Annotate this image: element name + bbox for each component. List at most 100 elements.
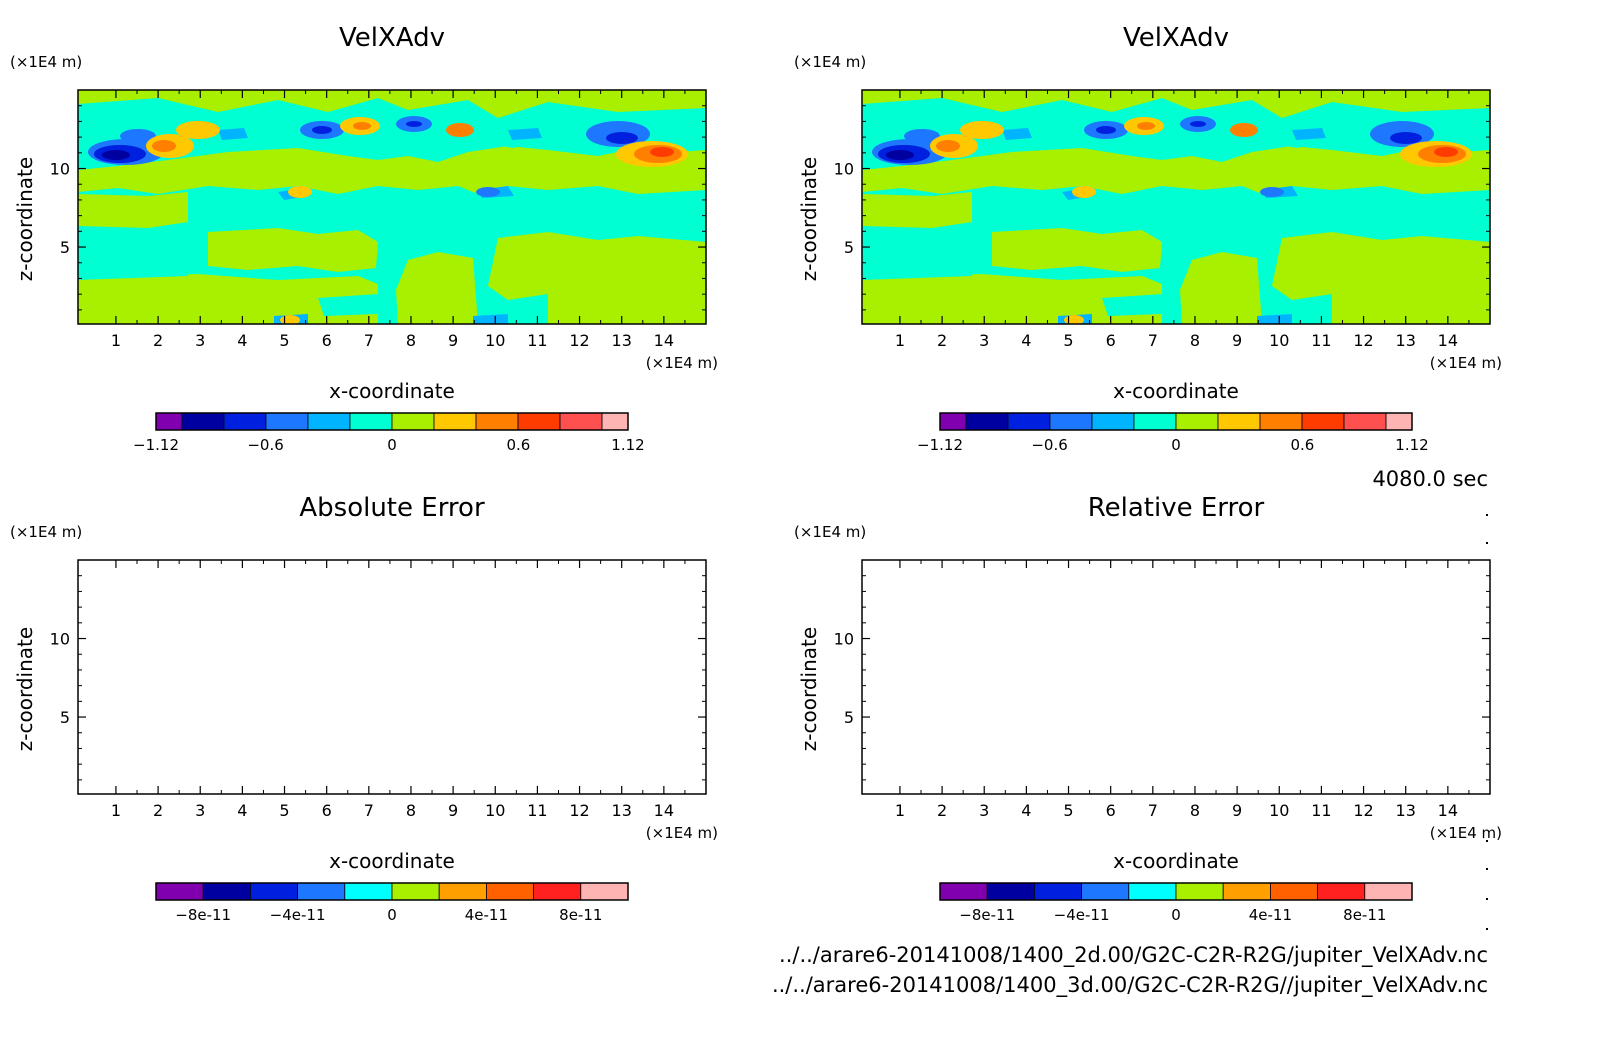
x-tick-label: 2: [937, 331, 947, 350]
colorbar-swatch: [965, 412, 1009, 431]
colorbar-frame: [155, 882, 629, 901]
colorbar-label: −4e-11: [270, 906, 326, 924]
chart-panel-3: Absolute Error(×1E4 m)1 2 3 4 5 6 7 8 9 10 11 12 13 1…: [10, 493, 718, 924]
colorbar-swatch: [155, 882, 204, 901]
x-tick-label: 11: [1311, 331, 1331, 350]
colorbar-frame: [155, 412, 629, 431]
x-tick-label: 11: [1311, 801, 1331, 820]
colorbar-label: −0.6: [247, 436, 283, 454]
colorbar-label: −8e-11: [959, 906, 1015, 924]
plot-frame: [77, 559, 707, 795]
x-unit-label: (×1E4 m): [1430, 824, 1502, 842]
chart-panel-2: VelXAdv(×1E4 m)1 2 3 4 5 6 7 8 9 10 11 12 13 14510(×1…: [794, 23, 1502, 454]
colorbar-swatch: [1364, 882, 1413, 901]
y-tick-label: 10: [834, 630, 854, 649]
x-tick-label: 2: [153, 331, 163, 350]
x-tick-label: 10: [1269, 801, 1289, 820]
x-tick-label: 14: [654, 801, 674, 820]
x-tick-label: 5: [1063, 801, 1073, 820]
x-tick-label: 7: [1148, 801, 1158, 820]
x-tick-label: 12: [569, 331, 589, 350]
colorbar-label: −4e-11: [1054, 906, 1110, 924]
x-tick-label: 14: [1438, 331, 1458, 350]
colorbar-swatch: [559, 412, 603, 431]
colorbar-swatch: [223, 412, 267, 431]
colorbar-label: 0: [1171, 436, 1181, 454]
heatmap-contours: [78, 90, 706, 324]
x-tick-label: 7: [364, 801, 374, 820]
colorbar-swatch: [1175, 882, 1224, 901]
x-tick-label: 3: [195, 331, 205, 350]
x-tick-label: 6: [322, 331, 332, 350]
x-tick-label: 2: [153, 801, 163, 820]
y-tick-label: 5: [844, 708, 854, 727]
chart-title: VelXAdv: [1123, 23, 1229, 53]
colorbar-label: −1.12: [133, 436, 179, 454]
x-tick-label: 13: [1396, 331, 1416, 350]
heatmap-field: [78, 90, 706, 324]
colorbar: −8e-11 −4e-11 0 4e-11 8e-11: [939, 882, 1413, 924]
colorbar-swatch: [1049, 412, 1093, 431]
x-tick-label: 2: [937, 801, 947, 820]
x-tick-label: 1: [895, 801, 905, 820]
x-tick-label: 4: [237, 331, 247, 350]
colorbar-swatch: [391, 412, 435, 431]
x-tick-label: 5: [279, 801, 289, 820]
y-axis-label: z-coordinate: [13, 157, 37, 281]
y-tick-label: 5: [60, 238, 70, 257]
colorbar: −8e-11 −4e-11 0 4e-11 8e-11: [155, 882, 629, 924]
colorbar-label: −8e-11: [175, 906, 231, 924]
plot-frame: [77, 89, 707, 325]
colorbar-swatch: [1301, 412, 1345, 431]
x-tick-label: 9: [1232, 801, 1242, 820]
colorbar-swatch: [1343, 412, 1387, 431]
colorbar-label: 0.6: [1290, 436, 1314, 454]
colorbar-swatch: [438, 882, 487, 901]
colorbar-swatch: [986, 882, 1035, 901]
y-axis-label: z-coordinate: [797, 157, 821, 281]
x-tick-label: 12: [1353, 801, 1373, 820]
x-tick-label: 1: [111, 331, 121, 350]
x-tick-label: 10: [485, 801, 505, 820]
x-tick-label: 9: [1232, 331, 1242, 350]
y-tick-label: 10: [50, 630, 70, 649]
colorbar-frame: [939, 882, 1413, 901]
colorbar-label: 0: [1171, 906, 1181, 924]
colorbar-swatch: [939, 882, 988, 901]
colorbar-label: 1.12: [611, 436, 644, 454]
colorbar-swatch: [485, 882, 534, 901]
plot-frame: [861, 89, 1491, 325]
x-tick-label: 13: [612, 331, 632, 350]
x-tick-label: 6: [1106, 801, 1116, 820]
colorbar-swatch: [1133, 412, 1177, 431]
colorbar-swatch: [265, 412, 309, 431]
colorbar-swatch: [1007, 412, 1051, 431]
x-tick-label: 11: [527, 801, 547, 820]
x-tick-label: 14: [1438, 801, 1458, 820]
colorbar-label: 8e-11: [1343, 906, 1386, 924]
colorbar-swatch: [1128, 882, 1177, 901]
x-axis-label: x-coordinate: [1113, 379, 1239, 403]
colorbar-swatch: [475, 412, 519, 431]
x-axis-label: x-coordinate: [1113, 849, 1239, 873]
x-tick-label: 1: [895, 331, 905, 350]
colorbar-swatch: [1175, 412, 1219, 431]
x-tick-label: 10: [1269, 331, 1289, 350]
x-tick-label: 9: [448, 801, 458, 820]
chart-title: Absolute Error: [299, 493, 485, 523]
x-tick-label: 10: [485, 331, 505, 350]
x-axis-label: x-coordinate: [329, 379, 455, 403]
plot-frame: [861, 559, 1491, 795]
colorbar-label: 4e-11: [465, 906, 508, 924]
chart-title: Relative Error: [1088, 493, 1265, 523]
colorbar-swatch: [155, 412, 183, 431]
colorbar-swatch: [349, 412, 393, 431]
x-unit-label: (×1E4 m): [646, 824, 718, 842]
colorbar-swatch: [1317, 882, 1366, 901]
x-tick-label: 8: [406, 331, 416, 350]
x-tick-label: 5: [1063, 331, 1073, 350]
heatmap-contours: [862, 90, 1490, 324]
x-tick-label: 7: [1148, 331, 1158, 350]
x-tick-label: 4: [1021, 331, 1031, 350]
